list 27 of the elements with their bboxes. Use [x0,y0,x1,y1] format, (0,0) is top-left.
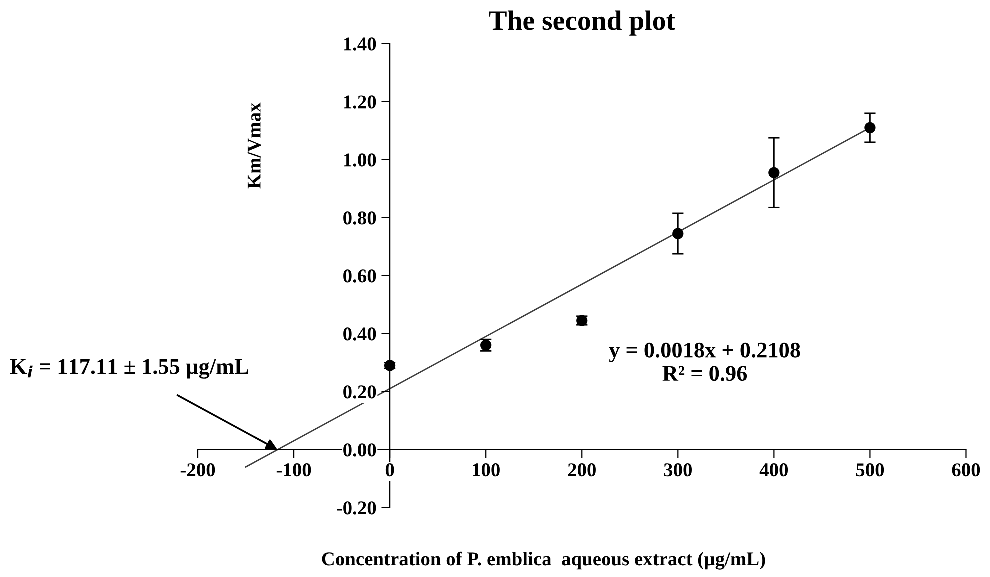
x-tick-label: 100 [473,464,500,477]
x-tick-label: 0 [386,464,394,477]
y-tick-label: 0.60 [344,270,376,283]
x-tick-label: 200 [568,464,596,477]
y-tick-label: 1.20 [344,96,376,109]
y-tick-label: 0.20 [344,386,376,399]
point [672,228,684,240]
x-tick-label: 500 [856,464,884,477]
x-tick-label: -100 [276,464,312,477]
y-tick-label: -0.20 [337,502,376,515]
x-tick-label: 600 [952,464,980,477]
point [864,122,876,134]
annotation: y = 0.0018x + 0.2108 R² = 0.96 [609,342,800,382]
chart-title: The second plot [489,10,676,36]
annotation: K$_{i}$ = 117.11 ± 1.55 µg/mL [10,359,248,379]
y-axis-title: Km/Vmax [248,102,261,189]
x-tick-label: 300 [664,464,692,477]
y-tick-label: 1.40 [344,38,376,51]
x-axis-title: Concentration of P. emblica aqueous extract (µg/mL) [322,552,766,570]
y-tick-label: 0.80 [344,212,376,225]
x-tick-label: -200 [180,464,216,477]
x-tick-label: 400 [760,464,788,477]
y-tick-label: 1.00 [344,154,376,167]
point [768,167,780,178]
point [384,360,396,372]
y-tick-label: 0.00 [344,444,376,457]
y-tick-label: 0.40 [344,328,376,341]
